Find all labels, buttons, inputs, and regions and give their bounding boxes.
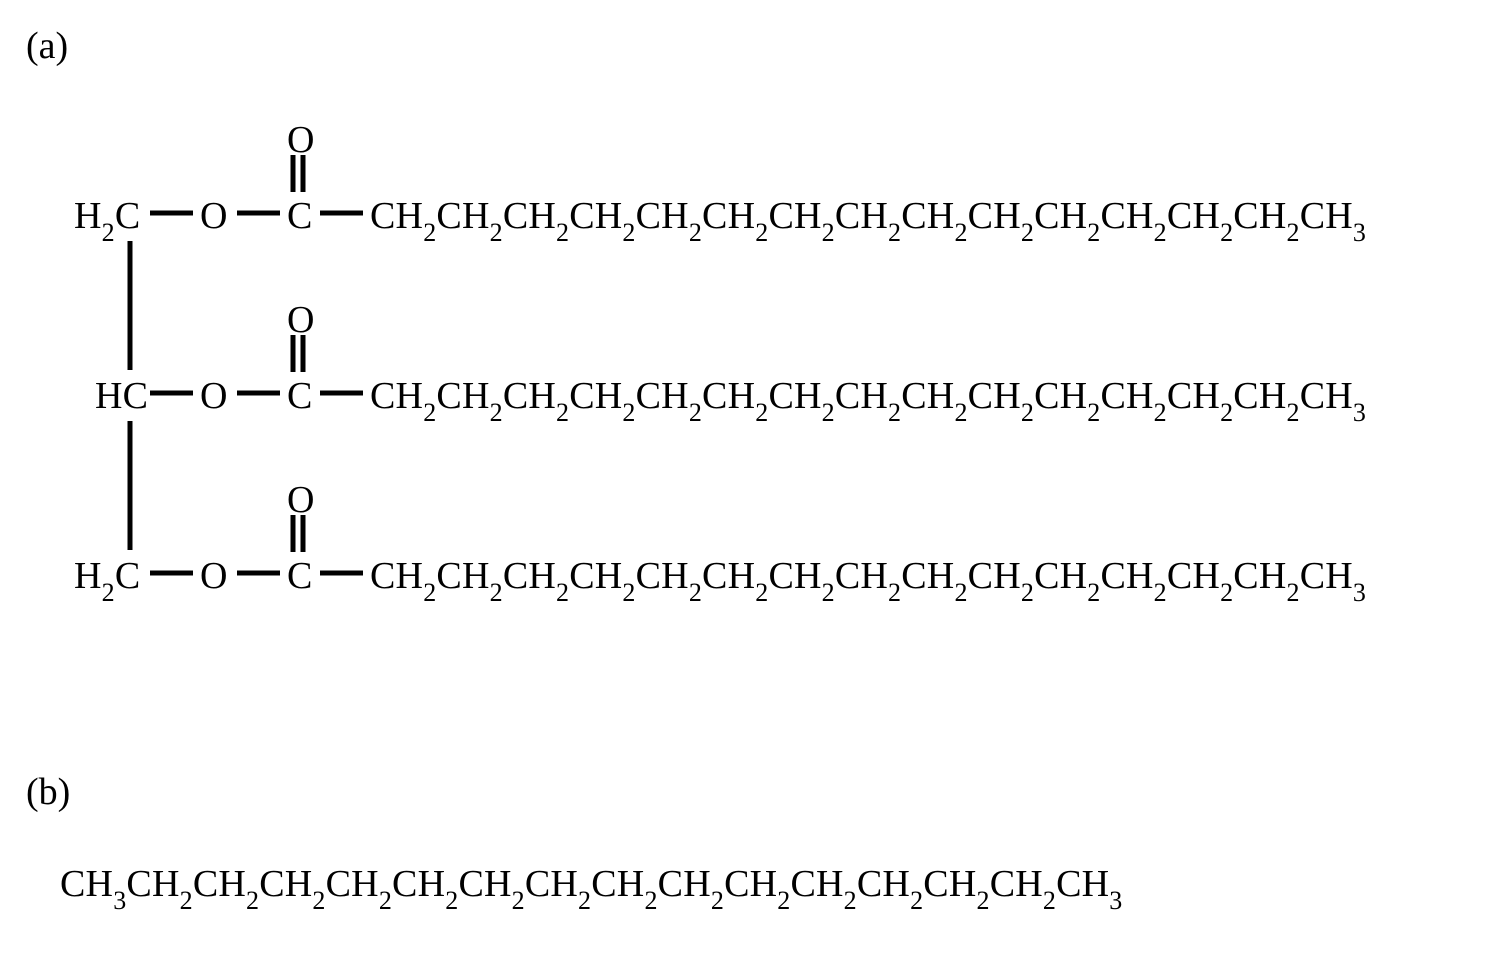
bonds-svg bbox=[0, 0, 1499, 969]
